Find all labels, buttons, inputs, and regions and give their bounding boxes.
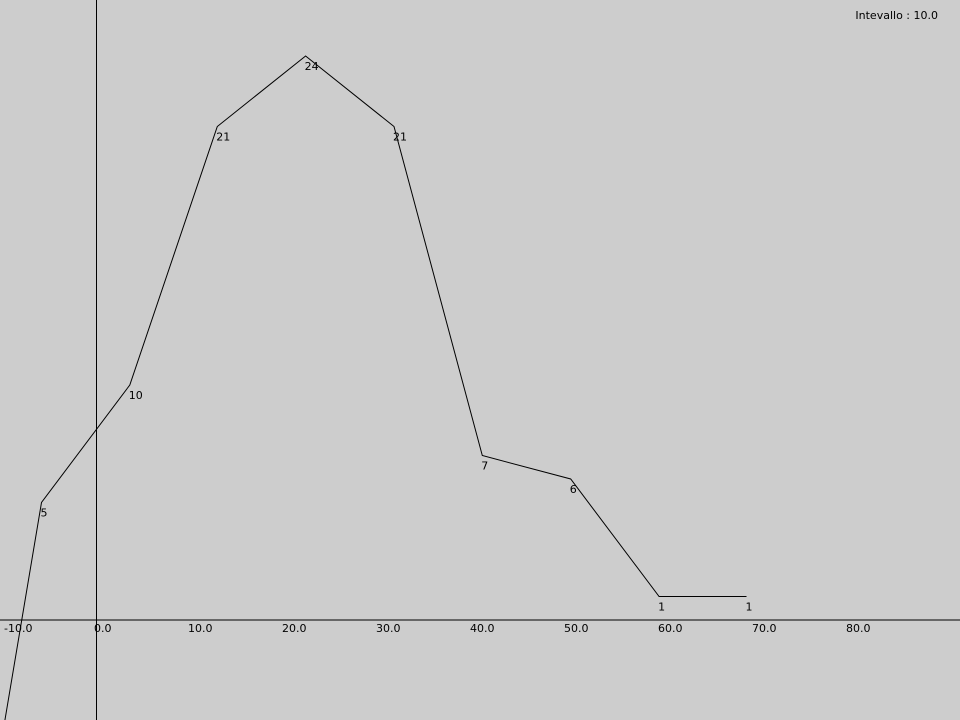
x-tick-label: 10.0	[188, 622, 213, 635]
x-tick-label: 70.0	[752, 622, 777, 635]
series-line	[4, 55, 747, 720]
x-tick-label: 40.0	[470, 622, 495, 635]
data-label: 1	[746, 601, 753, 614]
x-tick-labels: -10.0 0.0 10.0 20.0 30.0 40.0 50.0 60.0 70.0 80.0	[4, 622, 871, 635]
data-labels: 5 10 21 24 21 7 6 1 1	[41, 60, 753, 614]
data-label: 21	[393, 131, 407, 144]
data-label: 6	[570, 483, 577, 496]
interval-label: Intevallo : 10.0	[855, 9, 938, 22]
x-tick-label: 50.0	[564, 622, 589, 635]
data-label: 24	[305, 60, 319, 73]
data-label: 1	[658, 601, 665, 614]
data-label: 21	[216, 131, 230, 144]
x-tick-label: 20.0	[282, 622, 307, 635]
data-label: 5	[41, 507, 48, 520]
data-label: 7	[481, 460, 488, 473]
x-tick-label: 30.0	[376, 622, 401, 635]
x-tick-label: -10.0	[4, 622, 32, 635]
x-tick-label: 60.0	[658, 622, 683, 635]
data-label: 10	[129, 389, 143, 402]
x-tick-label: 0.0	[94, 622, 112, 635]
x-tick-label: 80.0	[846, 622, 871, 635]
